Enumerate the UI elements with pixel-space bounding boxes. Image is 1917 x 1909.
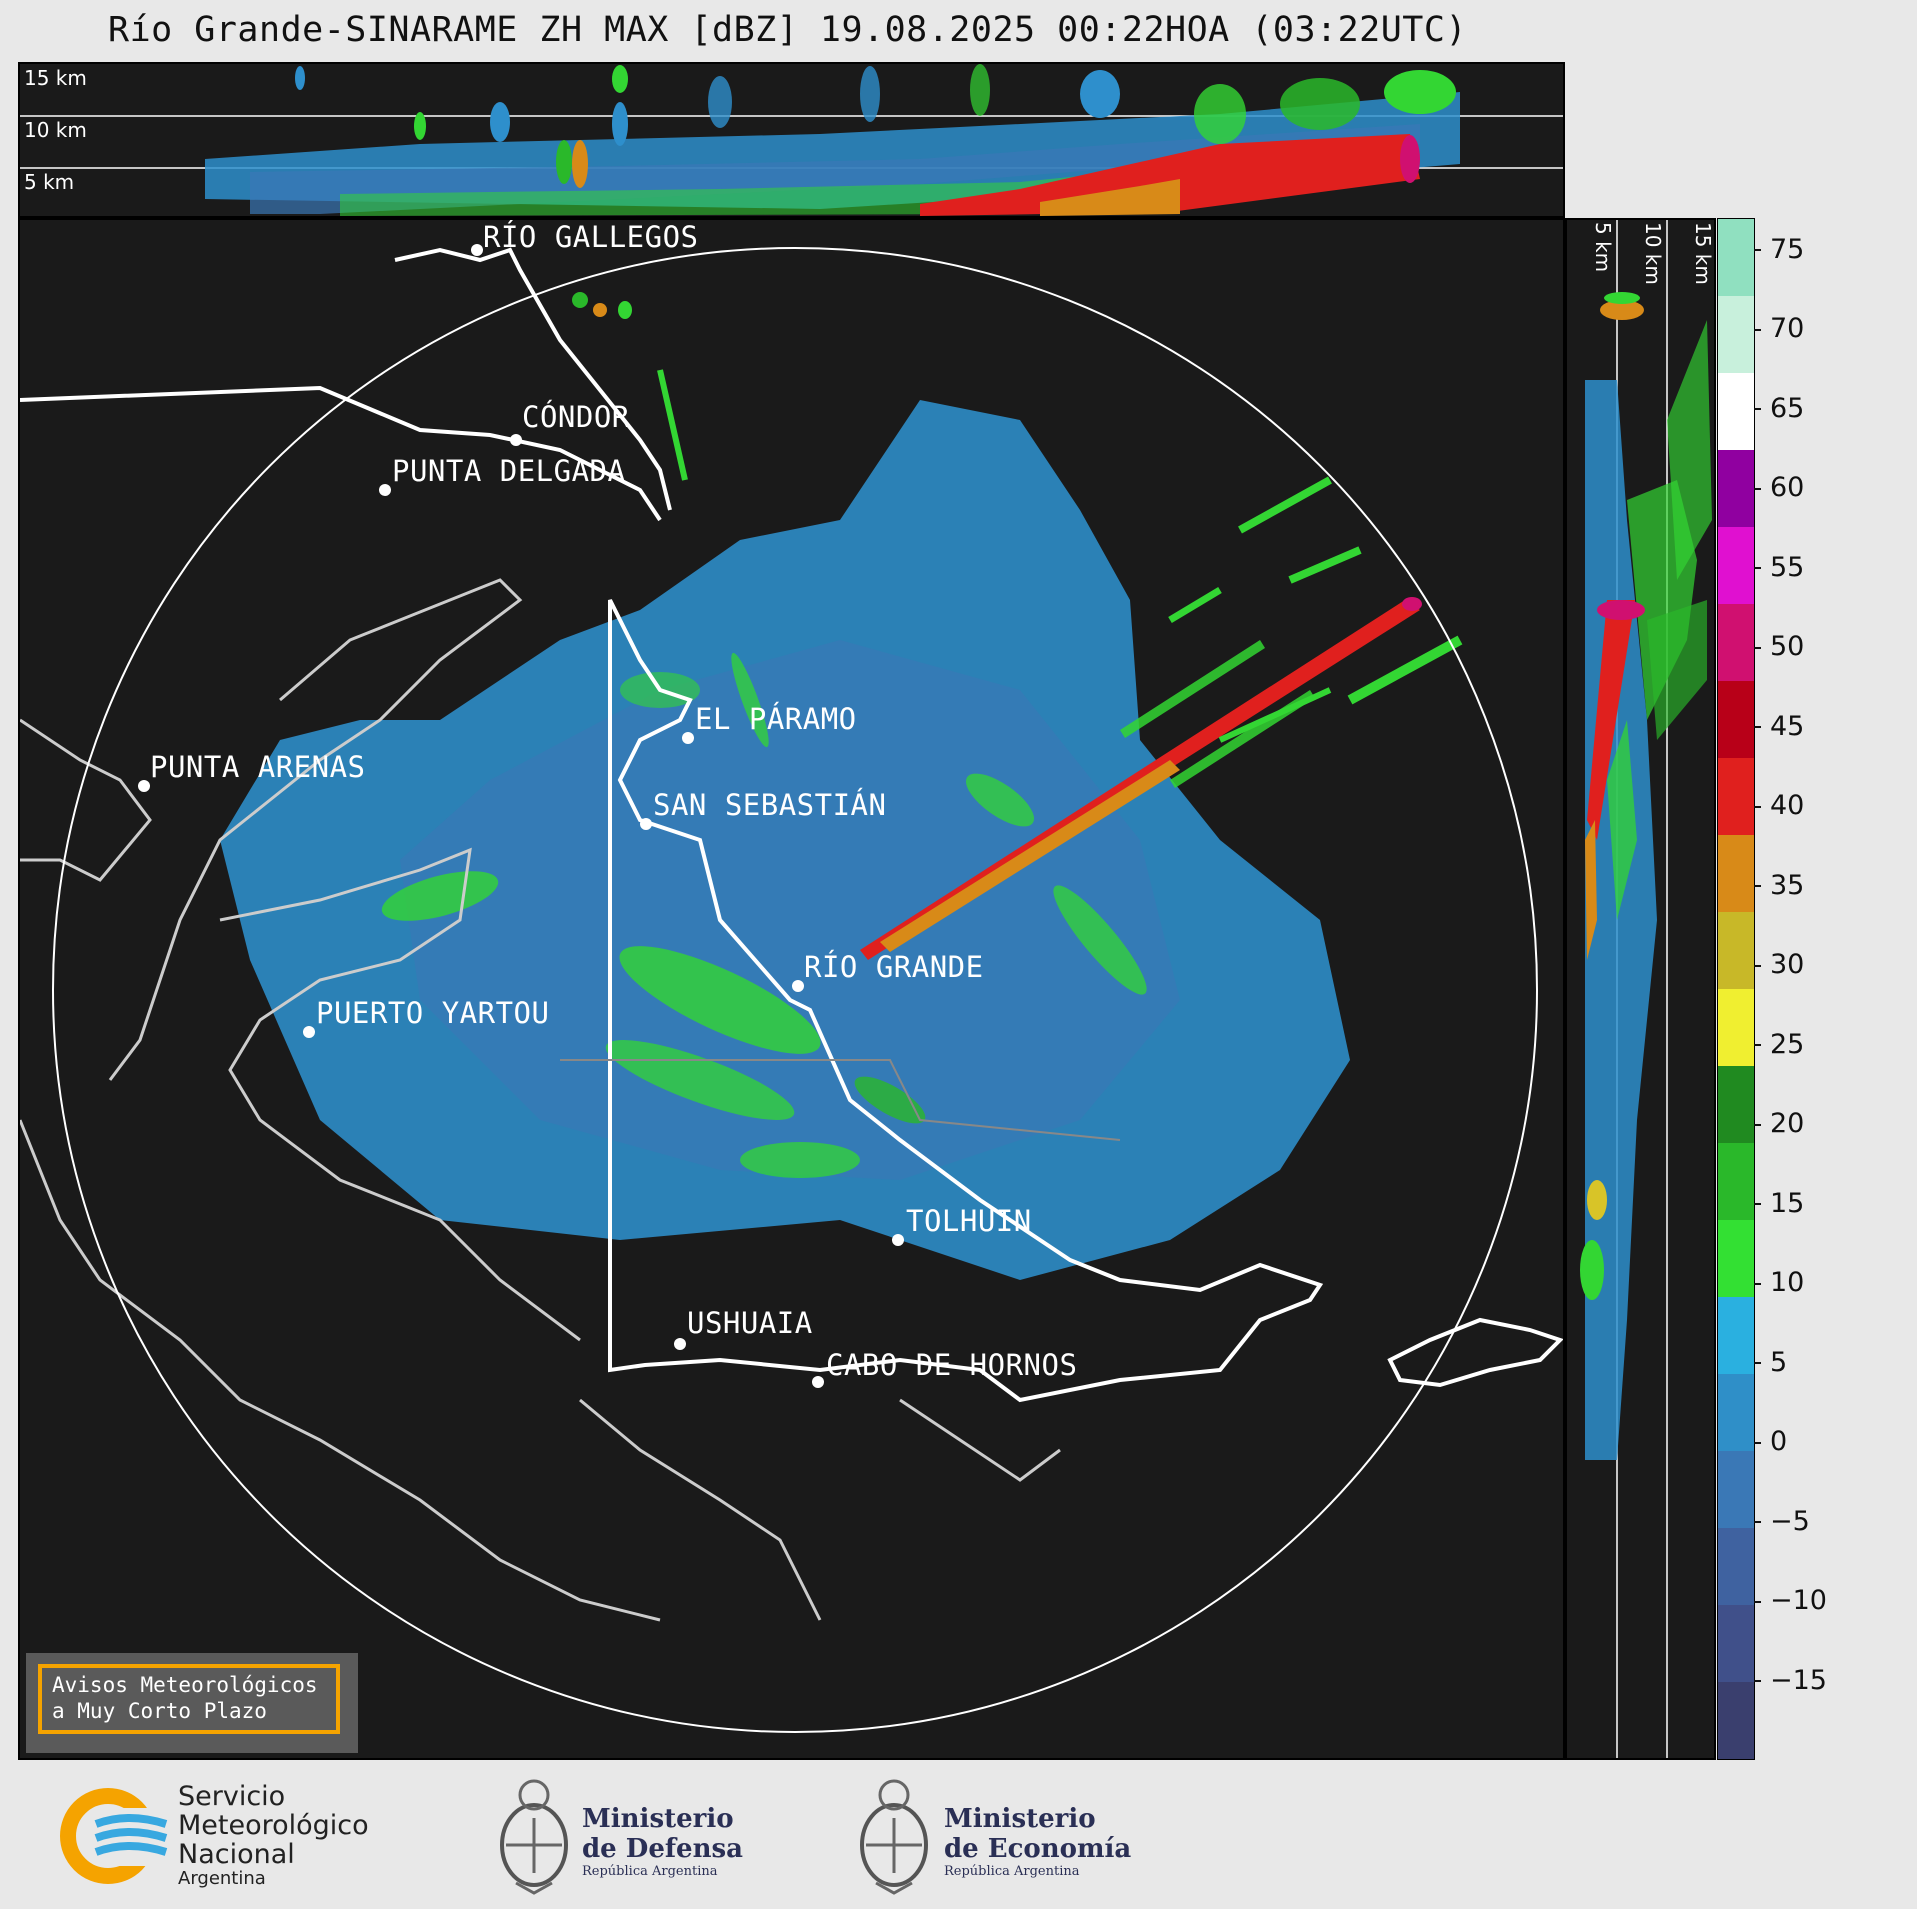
city-dot bbox=[674, 1338, 686, 1350]
colorbar-tick-label: 45 bbox=[1770, 710, 1805, 742]
argentina-seal-icon bbox=[500, 1779, 568, 1895]
city-label-san-sebastian: SAN SEBASTIÁN bbox=[653, 788, 887, 822]
side-cross-section: 5 km 10 km 15 km bbox=[1565, 218, 1716, 1760]
tierra-del-fuego-coast bbox=[608, 599, 1324, 1403]
smn-line-1: Servicio bbox=[178, 1781, 286, 1812]
city-label-punta-delgada: PUNTA DELGADA bbox=[392, 454, 626, 488]
city-dot bbox=[792, 980, 804, 992]
smn-logo-icon bbox=[60, 1788, 168, 1884]
colorbar-tick-label: 10 bbox=[1770, 1267, 1805, 1299]
economia-line-3: República Argentina bbox=[944, 1864, 1080, 1879]
colorbar-tick-label: −10 bbox=[1770, 1585, 1827, 1617]
economia-line-1: Ministerio bbox=[944, 1804, 1096, 1834]
city-label-puerto-yartou: PUERTO YARTOU bbox=[316, 996, 550, 1030]
colorbar-tick-label: 30 bbox=[1770, 949, 1805, 981]
defensa-line-2: de Defensa bbox=[582, 1834, 743, 1864]
city-dot bbox=[510, 434, 522, 446]
side-altitude-10km: 10 km bbox=[1641, 222, 1665, 285]
colorbar-tick-label: 25 bbox=[1770, 1028, 1805, 1060]
colorbar-tick: −10 bbox=[1754, 1585, 1827, 1617]
city-dot bbox=[303, 1026, 315, 1038]
city-label-tolhuin: TOLHUIN bbox=[906, 1204, 1032, 1238]
colorbar-tick: 10 bbox=[1753, 1267, 1805, 1299]
radar-map-graphic bbox=[20, 247, 1563, 1733]
colorbar-tick-label: 0 bbox=[1770, 1426, 1788, 1458]
top-cross-section: 15 km 10 km 5 km bbox=[18, 62, 1565, 218]
side-altitude-5km: 5 km bbox=[1591, 222, 1615, 273]
argentina-seal-icon bbox=[860, 1779, 928, 1895]
colorbar-tick: 35 bbox=[1753, 869, 1805, 901]
colorbar-tick-label: 60 bbox=[1770, 472, 1805, 504]
city-label-condor: CÓNDOR bbox=[522, 400, 630, 434]
city-label-ushuaia: USHUAIA bbox=[687, 1306, 813, 1340]
colorbar-tick: 65 bbox=[1753, 392, 1805, 424]
city-dot bbox=[812, 1376, 824, 1388]
city-label-cabo-de-hornos: CABO DE HORNOS bbox=[826, 1348, 1078, 1382]
range-ring bbox=[52, 247, 1538, 1733]
colorbar-tick: 20 bbox=[1753, 1108, 1805, 1140]
smn-logo-text: Servicio Meteorológico Nacional Argentin… bbox=[178, 1782, 369, 1889]
defensa-text: Ministerio de Defensa República Argentin… bbox=[582, 1804, 743, 1879]
city-label-el-paramo: EL PÁRAMO bbox=[695, 702, 857, 736]
colorbar-tick: −15 bbox=[1754, 1664, 1827, 1696]
city-label-rio-gallegos: RÍO GALLEGOS bbox=[483, 220, 699, 254]
colorbar-tick: 55 bbox=[1753, 551, 1805, 583]
top-cross-section-graphic bbox=[20, 64, 1563, 216]
colorbar-tick: 60 bbox=[1753, 472, 1805, 504]
city-dot bbox=[379, 484, 391, 496]
city-dot bbox=[138, 780, 150, 792]
colorbar-tick: 15 bbox=[1753, 1187, 1805, 1219]
colorbar-tick: 50 bbox=[1753, 631, 1805, 663]
colorbar-tick: −5 bbox=[1754, 1505, 1810, 1537]
colorbar-tick: 0 bbox=[1753, 1426, 1788, 1458]
colorbar-tick: 70 bbox=[1753, 313, 1805, 345]
warning-box: Avisos Meteorológicos a Muy Corto Plazo bbox=[26, 1653, 358, 1753]
warning-inner: Avisos Meteorológicos a Muy Corto Plazo bbox=[38, 1664, 340, 1734]
colorbar-tick-label: 5 bbox=[1770, 1346, 1788, 1378]
colorbar bbox=[1717, 218, 1755, 1760]
page-title: Río Grande-SINARAME ZH MAX [dBZ] 19.08.2… bbox=[108, 10, 1468, 50]
economia-line-2: de Economía bbox=[944, 1834, 1132, 1864]
smn-line-3: Nacional bbox=[178, 1839, 295, 1870]
colorbar-tick-label: 70 bbox=[1770, 313, 1805, 345]
colorbar-tick: 45 bbox=[1753, 710, 1805, 742]
city-dot bbox=[892, 1234, 904, 1246]
side-altitude-15km: 15 km bbox=[1691, 222, 1715, 285]
colorbar-tick-label: 75 bbox=[1770, 233, 1805, 265]
city-label-punta-arenas: PUNTA ARENAS bbox=[150, 750, 366, 784]
colorbar-tick-label: 65 bbox=[1770, 392, 1805, 424]
smn-line-2: Meteorológico bbox=[178, 1810, 369, 1841]
top-altitude-10km: 10 km bbox=[24, 118, 87, 142]
colorbar-tick-label: 55 bbox=[1770, 551, 1805, 583]
side-cross-section-graphic bbox=[1580, 220, 1712, 1758]
economia-text: Ministerio de Economía República Argenti… bbox=[944, 1804, 1131, 1879]
colorbar-tick: 30 bbox=[1753, 949, 1805, 981]
defensa-line-3: República Argentina bbox=[582, 1864, 718, 1879]
colorbar-tick: 5 bbox=[1753, 1346, 1788, 1378]
radar-map: RÍO GALLEGOS CÓNDOR PUNTA DELGADA EL PÁR… bbox=[18, 218, 1565, 1760]
city-dot bbox=[471, 244, 483, 256]
top-altitude-15km: 15 km bbox=[24, 66, 87, 90]
colorbar-tick-label: −15 bbox=[1770, 1664, 1827, 1696]
colorbar-tick: 25 bbox=[1753, 1028, 1805, 1060]
colorbar-tick-label: 20 bbox=[1770, 1108, 1805, 1140]
city-dot bbox=[682, 732, 694, 744]
city-label-rio-grande: RÍO GRANDE bbox=[804, 950, 984, 984]
colorbar-tick-label: 15 bbox=[1770, 1187, 1805, 1219]
smn-line-4: Argentina bbox=[178, 1868, 266, 1889]
city-dot bbox=[640, 818, 652, 830]
colorbar-tick-label: 40 bbox=[1770, 790, 1805, 822]
colorbar-tick: 40 bbox=[1753, 790, 1805, 822]
defensa-line-1: Ministerio bbox=[582, 1804, 734, 1834]
warning-line-1: Avisos Meteorológicos bbox=[52, 1673, 318, 1697]
top-altitude-5km: 5 km bbox=[24, 170, 75, 194]
colorbar-tick-label: −5 bbox=[1770, 1505, 1810, 1537]
colorbar-tick-label: 50 bbox=[1770, 631, 1805, 663]
colorbar-tick-label: 35 bbox=[1770, 869, 1805, 901]
warning-line-2: a Muy Corto Plazo bbox=[52, 1699, 267, 1723]
colorbar-tick: 75 bbox=[1753, 233, 1805, 265]
